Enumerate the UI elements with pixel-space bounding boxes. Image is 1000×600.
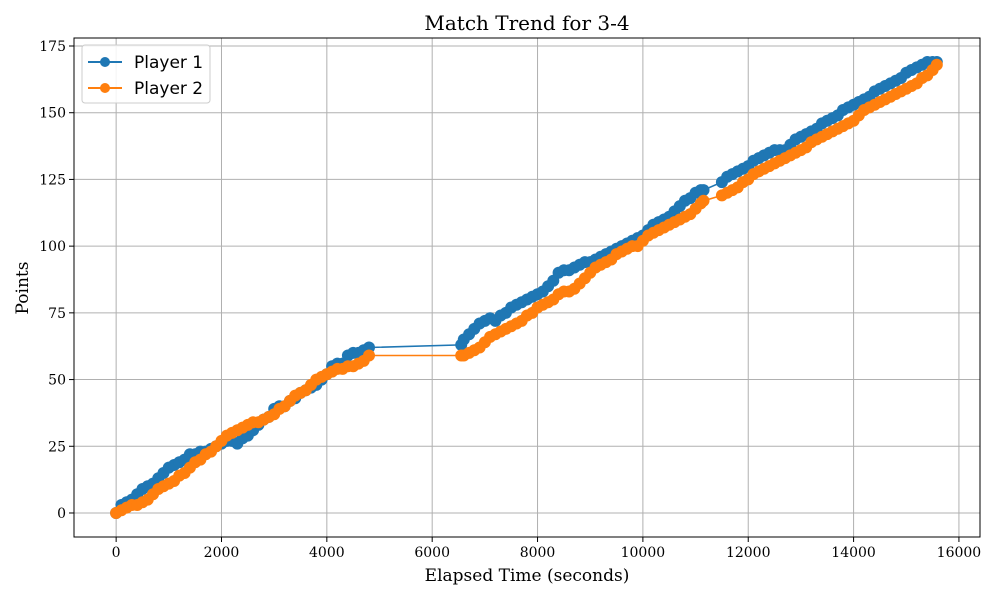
x-tick-label: 4000 bbox=[309, 545, 345, 561]
y-axis-title: Points bbox=[13, 262, 33, 315]
data-point bbox=[363, 349, 375, 362]
x-axis-title: Elapsed Time (seconds) bbox=[425, 566, 630, 586]
x-tick-label: 0 bbox=[112, 545, 121, 561]
legend-label-player-2: Player 2 bbox=[134, 79, 203, 99]
legend-marker-player-2 bbox=[100, 83, 110, 93]
x-tick-label: 10000 bbox=[621, 545, 666, 561]
plot-frame bbox=[73, 37, 981, 538]
y-tick-label: 175 bbox=[39, 39, 66, 55]
y-tick-label: 100 bbox=[39, 239, 66, 255]
y-tick-label: 25 bbox=[48, 439, 66, 455]
y-axis-ticks: 0 25 50 75 100 125 150 175 bbox=[39, 39, 74, 522]
data-point bbox=[697, 184, 710, 197]
y-tick-label: 150 bbox=[39, 106, 66, 122]
x-tick-label: 2000 bbox=[204, 545, 240, 561]
legend-label-player-1: Player 1 bbox=[134, 53, 203, 73]
data-point bbox=[930, 58, 943, 71]
x-tick-label: 8000 bbox=[520, 545, 556, 561]
x-tick-label: 16000 bbox=[937, 545, 982, 561]
x-tick-label: 6000 bbox=[414, 545, 450, 561]
y-tick-label: 50 bbox=[48, 373, 66, 389]
x-axis-ticks: 0 2000 4000 6000 8000 10000 12000 14000 16000 bbox=[112, 537, 982, 561]
chart-title: Match Trend for 3-4 bbox=[424, 11, 629, 35]
y-tick-label: 125 bbox=[39, 172, 66, 188]
x-tick-label: 14000 bbox=[831, 545, 876, 561]
series-layer bbox=[110, 56, 943, 519]
legend: Player 1 Player 2 bbox=[81, 44, 211, 104]
y-tick-label: 0 bbox=[57, 506, 66, 522]
y-tick-label: 75 bbox=[48, 306, 66, 322]
data-point bbox=[697, 194, 710, 207]
legend-marker-player-1 bbox=[100, 57, 110, 67]
series-player-2 bbox=[110, 58, 943, 519]
x-tick-label: 12000 bbox=[726, 545, 771, 561]
